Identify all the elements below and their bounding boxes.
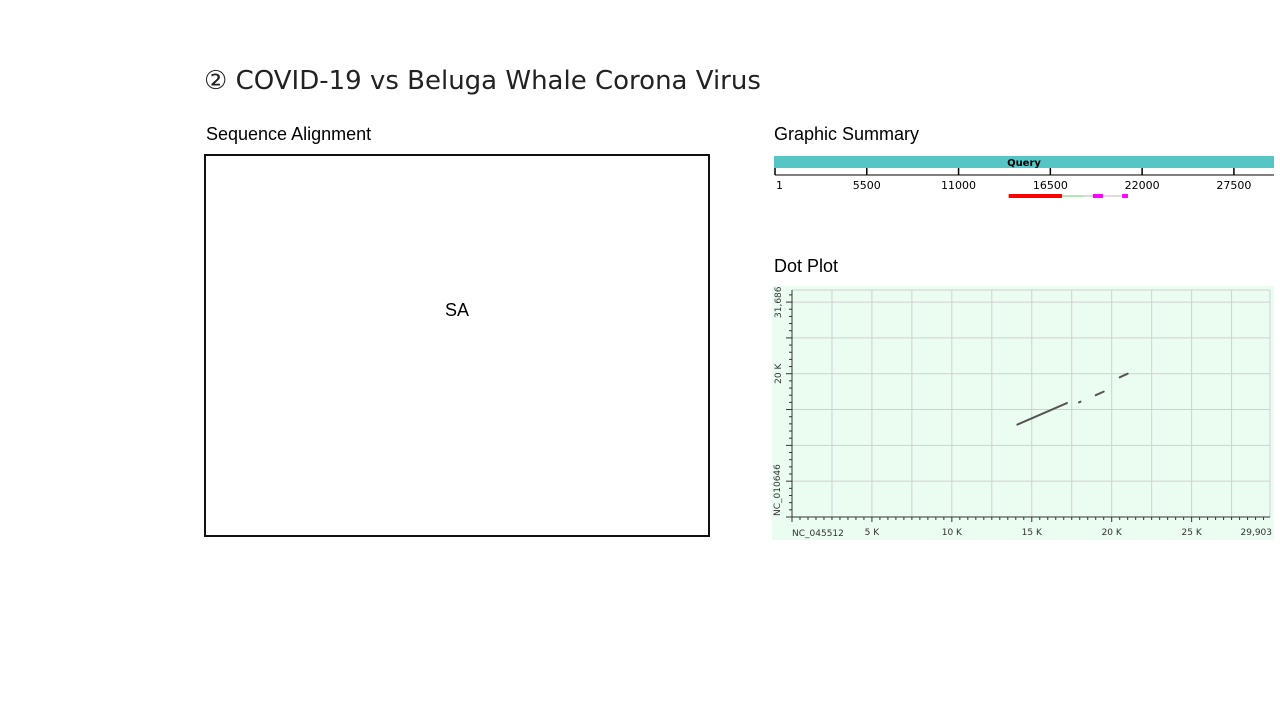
ruler-tick-label: 5500 (853, 179, 881, 192)
sequence-alignment-label: Sequence Alignment (206, 124, 372, 144)
dot-plot-background (772, 286, 1274, 540)
ruler-tick-label: 16500 (1033, 179, 1068, 192)
y-tick-label: 20 K (774, 363, 784, 384)
dot-plot-chart: 5 K 10 K 15 K 20 K 25 K 29,903 20 K 31,686 NC_0… (772, 286, 1274, 540)
sequence-alignment-placeholder: SA (444, 300, 469, 320)
y-tick-label: 31,686 (774, 286, 784, 318)
ruler-tick-label: 27500 (1216, 179, 1251, 192)
x-tick-label: 15 K (1022, 528, 1043, 538)
query-bar (774, 156, 1274, 168)
dot-plot-label: Dot Plot (774, 256, 839, 276)
query-bar-label: Query (1007, 158, 1041, 169)
x-tick-label: 10 K (942, 528, 963, 538)
hit-segment (1092, 194, 1103, 198)
graphic-summary-chart: Query 1 5500 11000 16500 22000 27500 (774, 156, 1274, 198)
x-tick-label: 29,903 (1241, 528, 1273, 538)
x-tick-label: 25 K (1182, 528, 1203, 538)
ruler-tick-label: 1 (776, 179, 783, 192)
ruler-tick-label: 11000 (941, 179, 976, 192)
sequence-alignment-box: SA (204, 154, 710, 537)
slide-title: ② COVID-19 vs Beluga Whale Corona Virus (204, 66, 761, 96)
dot-plot-ylabel: NC_010646 (773, 464, 783, 516)
ruler-tick-label: 22000 (1125, 179, 1160, 192)
alignment-segment (1077, 400, 1082, 404)
alignment-segment (1016, 402, 1068, 426)
x-tick-label: 5 K (865, 528, 881, 538)
alignment-segment (1094, 390, 1105, 397)
alignment-segment (1118, 372, 1129, 379)
hit-segment (1008, 194, 1063, 198)
dot-plot-xlabel: NC_045512 (792, 529, 844, 539)
x-tick-label: 20 K (1102, 528, 1123, 538)
hit-segment (1122, 194, 1128, 198)
graphic-summary-label: Graphic Summary (774, 124, 920, 144)
